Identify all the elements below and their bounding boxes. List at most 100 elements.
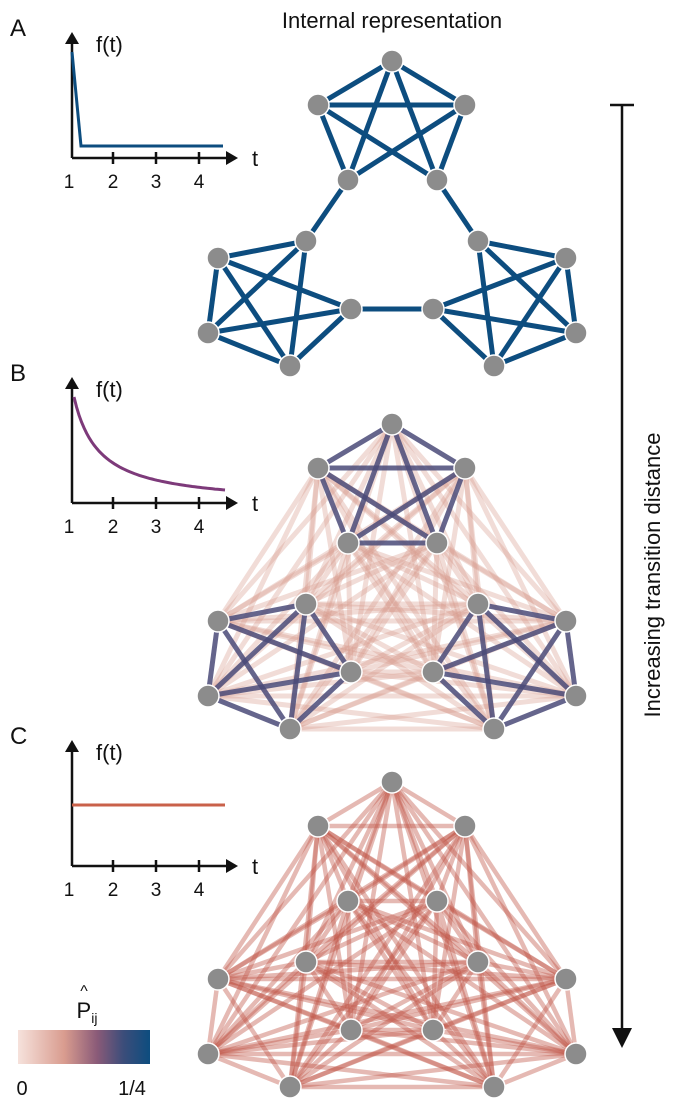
network-node bbox=[278, 354, 302, 378]
network-node bbox=[306, 93, 330, 117]
network-edge bbox=[346, 540, 480, 607]
network-edge bbox=[435, 541, 578, 698]
network-edge bbox=[206, 899, 439, 1056]
x-tick-label: 4 bbox=[194, 172, 205, 193]
network-edge bbox=[215, 619, 293, 731]
x-tick-label: 3 bbox=[151, 517, 162, 538]
network-edge bbox=[350, 669, 495, 732]
network-node bbox=[380, 49, 404, 73]
network-edge bbox=[316, 824, 435, 1032]
network-edge bbox=[288, 1028, 353, 1089]
network-edge bbox=[462, 466, 579, 698]
network-edge bbox=[346, 102, 467, 183]
y-axis-label: f(t) bbox=[96, 740, 123, 765]
network-node bbox=[278, 1075, 302, 1099]
network-edge bbox=[491, 619, 569, 731]
network-edge bbox=[346, 899, 435, 1032]
network-node bbox=[425, 889, 449, 913]
network-edge bbox=[435, 899, 480, 964]
network-edge bbox=[346, 540, 578, 699]
colorbar-label: Pij bbox=[77, 998, 98, 1026]
network-node bbox=[306, 814, 330, 838]
network-edge bbox=[304, 540, 439, 607]
network-edge bbox=[349, 824, 467, 1032]
network-edge bbox=[463, 824, 568, 981]
x-tick-label: 1 bbox=[64, 517, 75, 538]
colorbar-label-hat: ^ bbox=[80, 983, 88, 1000]
network-edge bbox=[287, 781, 395, 1088]
network-edge bbox=[432, 255, 567, 312]
network-edge bbox=[207, 669, 352, 699]
network-edge bbox=[434, 542, 497, 730]
network-edge bbox=[206, 780, 394, 1056]
network-edge bbox=[315, 104, 351, 181]
network-edge bbox=[432, 618, 567, 675]
network-node bbox=[482, 354, 506, 378]
network-edge bbox=[431, 307, 496, 368]
network-node bbox=[206, 246, 230, 270]
curve-line bbox=[72, 396, 226, 492]
network-edge bbox=[288, 307, 353, 368]
network-edge bbox=[287, 961, 309, 1088]
y-axis-label: f(t) bbox=[96, 32, 123, 57]
x-tick-label: 2 bbox=[108, 172, 119, 193]
network-edge bbox=[389, 781, 497, 1088]
network-edge bbox=[316, 824, 578, 1056]
network-edge bbox=[216, 977, 292, 1089]
network-edge bbox=[349, 601, 480, 675]
network-edge bbox=[431, 670, 496, 731]
network-edge bbox=[304, 466, 467, 606]
x-axis-label: t bbox=[252, 146, 258, 171]
panel-letter: A bbox=[10, 15, 26, 42]
colorbar-gradient bbox=[18, 1030, 150, 1064]
panel-b-plot: Bf(t) t 1 2 3 4 bbox=[10, 360, 258, 538]
network-edge bbox=[475, 240, 497, 367]
network-edge bbox=[303, 541, 351, 606]
network-edge bbox=[430, 900, 440, 1031]
x-tick-label: 2 bbox=[108, 880, 119, 901]
network-node bbox=[196, 684, 220, 708]
network-edge bbox=[205, 257, 221, 334]
network-node bbox=[421, 660, 445, 684]
network-edge bbox=[462, 467, 481, 605]
network-edge bbox=[305, 601, 567, 624]
network-edge bbox=[434, 900, 497, 1088]
network-edge bbox=[477, 238, 567, 261]
network-edge bbox=[288, 960, 480, 1089]
network-edge bbox=[347, 898, 479, 965]
network-edge bbox=[434, 104, 468, 181]
network-edge bbox=[477, 601, 567, 624]
network-edge bbox=[390, 780, 578, 1056]
network-edge bbox=[345, 423, 395, 544]
network-edge bbox=[287, 603, 309, 730]
network-edge bbox=[288, 670, 353, 731]
network-edge bbox=[206, 960, 308, 1056]
network-edge bbox=[431, 1028, 496, 1089]
network-edge bbox=[303, 178, 351, 243]
network-edge bbox=[304, 824, 467, 964]
network-edge bbox=[563, 257, 579, 334]
network-edge bbox=[305, 959, 567, 982]
network-edge bbox=[347, 898, 567, 982]
network-edge bbox=[216, 899, 350, 981]
colorbar: Pij ^ 0 1/4 bbox=[16, 983, 150, 1100]
network-edge bbox=[346, 541, 496, 731]
network-edge bbox=[349, 899, 439, 1032]
network-edge bbox=[432, 976, 567, 1033]
network-edge bbox=[389, 423, 440, 544]
network-node bbox=[306, 456, 330, 480]
panel-a-plot: Af(t) t 1 2 3 4 bbox=[10, 15, 258, 193]
network-node bbox=[196, 321, 220, 345]
network-edge bbox=[389, 781, 440, 902]
network-node bbox=[425, 168, 449, 192]
network-edge bbox=[493, 693, 577, 732]
network-edge bbox=[288, 824, 467, 1089]
network-node bbox=[554, 609, 578, 633]
network-node bbox=[453, 456, 477, 480]
network-edge bbox=[389, 422, 481, 606]
network-node bbox=[339, 297, 363, 321]
network-edge bbox=[390, 422, 568, 623]
x-tick-label: 4 bbox=[194, 517, 205, 538]
network-edge bbox=[215, 256, 293, 368]
network-edge bbox=[316, 824, 496, 1089]
